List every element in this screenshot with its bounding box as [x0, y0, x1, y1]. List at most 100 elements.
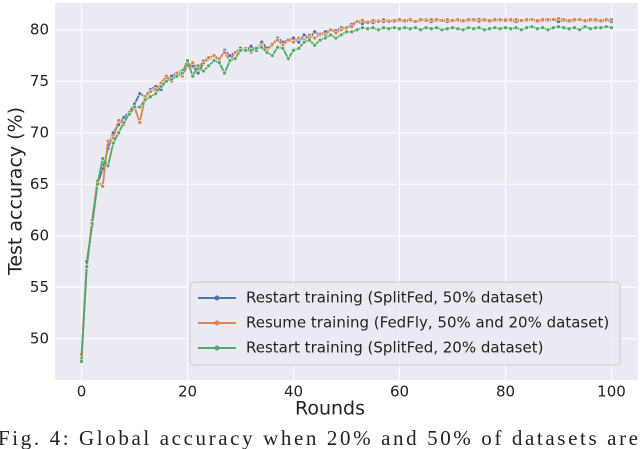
data-point	[455, 26, 461, 32]
data-point	[386, 26, 392, 32]
data-point	[190, 73, 196, 79]
data-point	[264, 50, 270, 55]
data-point	[307, 37, 312, 43]
data-point	[137, 104, 143, 110]
data-point	[413, 19, 418, 24]
data-point	[418, 27, 424, 33]
data-point	[572, 17, 577, 22]
data-point	[418, 17, 424, 22]
data-point	[566, 18, 572, 23]
data-point	[217, 60, 222, 66]
data-point	[386, 19, 392, 24]
data-point	[407, 17, 413, 22]
data-point	[460, 18, 466, 23]
data-point	[296, 35, 302, 41]
data-point	[370, 25, 376, 31]
data-point	[354, 19, 360, 24]
data-point	[434, 17, 439, 22]
data-point	[116, 130, 121, 136]
data-point	[598, 18, 604, 23]
data-point	[439, 18, 445, 23]
data-point	[328, 27, 333, 33]
data-point	[195, 70, 201, 76]
data-point	[455, 17, 461, 22]
x-tick-label: 20	[178, 383, 197, 401]
data-point	[397, 26, 402, 32]
data-point	[609, 17, 614, 22]
legend-marker	[214, 295, 220, 301]
data-point	[476, 19, 482, 24]
data-point	[328, 32, 333, 38]
data-point	[550, 17, 556, 22]
data-point	[428, 17, 434, 22]
data-point	[587, 26, 593, 32]
data-point	[534, 26, 540, 32]
data-point	[439, 27, 445, 33]
data-point	[360, 25, 365, 31]
data-point	[296, 46, 302, 51]
data-point	[126, 111, 132, 117]
y-tick-label: 55	[30, 278, 49, 296]
data-point	[492, 17, 498, 22]
data-point	[402, 25, 408, 31]
y-tick-label: 75	[30, 72, 49, 90]
data-point	[153, 91, 158, 96]
data-point	[519, 27, 524, 33]
data-point	[534, 18, 540, 23]
legend-label: Resume training (FedFly, 50% and 20% dat…	[246, 314, 609, 332]
data-point	[179, 70, 185, 76]
legend-marker	[214, 320, 220, 326]
y-tick-label: 65	[30, 175, 49, 193]
data-point	[105, 138, 111, 144]
data-point	[529, 17, 535, 22]
data-point	[195, 63, 201, 69]
data-point	[206, 63, 211, 69]
data-point	[201, 68, 206, 74]
data-point	[275, 44, 280, 50]
data-point	[344, 29, 349, 35]
data-point	[603, 24, 609, 29]
y-tick-label: 50	[30, 329, 49, 347]
legend-marker	[214, 345, 220, 351]
data-point	[577, 17, 583, 22]
data-point	[375, 19, 381, 24]
data-point	[185, 58, 190, 63]
data-point	[450, 25, 455, 31]
data-point	[169, 76, 174, 82]
data-point	[148, 89, 153, 94]
y-tick-label: 70	[30, 123, 49, 141]
data-point	[481, 27, 487, 33]
data-point	[349, 24, 355, 29]
data-point	[238, 48, 243, 53]
data-point	[105, 163, 111, 169]
data-point	[423, 18, 429, 23]
caption: Fig. 4: Global accuracy when 20% and 50%…	[0, 426, 638, 449]
data-point	[381, 17, 386, 22]
data-point	[232, 50, 238, 55]
data-point	[540, 25, 545, 31]
data-point	[471, 26, 477, 32]
data-point	[116, 118, 121, 123]
data-point	[524, 25, 530, 31]
data-point	[254, 46, 259, 51]
data-point	[338, 32, 344, 38]
y-axis-label: Test accuracy (%)	[5, 107, 27, 276]
data-point	[322, 35, 328, 41]
data-point	[450, 18, 455, 23]
data-point	[487, 26, 492, 32]
data-point	[360, 18, 365, 23]
legend-label: Restart training (SplitFed, 50% dataset)	[246, 289, 543, 307]
data-point	[158, 84, 164, 89]
data-point	[466, 25, 471, 31]
data-point	[603, 17, 609, 22]
data-point	[164, 78, 169, 84]
data-point	[365, 26, 371, 32]
data-point	[222, 50, 227, 55]
data-point	[142, 97, 148, 103]
data-point	[137, 120, 143, 125]
data-point	[508, 26, 514, 32]
data-point	[291, 35, 296, 41]
data-point	[100, 156, 105, 161]
data-point	[545, 27, 551, 33]
data-point	[291, 39, 296, 45]
